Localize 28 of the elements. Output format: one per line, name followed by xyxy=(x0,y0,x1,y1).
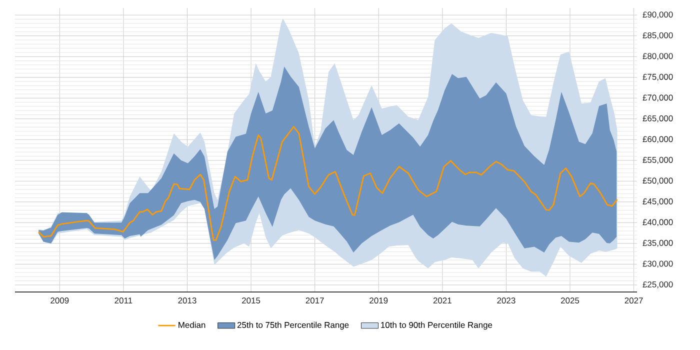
x-tick-label: 2011 xyxy=(114,298,132,304)
y-tick-label: £60,000 xyxy=(642,136,673,144)
y-tick-label: £75,000 xyxy=(642,74,673,81)
x-tick-label: 2013 xyxy=(178,298,196,304)
y-tick-label: £90,000 xyxy=(642,12,673,19)
y-tick-label: £80,000 xyxy=(642,53,673,60)
x-tick-label: 2023 xyxy=(497,298,516,304)
y-tick-label: £40,000 xyxy=(642,219,673,226)
y-tick-label: £65,000 xyxy=(642,115,673,122)
y-tick-label: £85,000 xyxy=(642,32,673,40)
y-tick-label: £70,000 xyxy=(642,94,673,102)
legend-label: Median xyxy=(178,322,206,328)
x-tick-label: 2017 xyxy=(306,298,324,304)
x-tick-label: 2009 xyxy=(50,298,69,304)
line-series xyxy=(38,126,618,241)
x-tick-label: 2027 xyxy=(624,298,643,304)
y-tick-label: £50,000 xyxy=(642,178,673,185)
legend-label: 25th to 75th Percentile Range xyxy=(237,322,349,330)
y-tick-label: £45,000 xyxy=(642,198,673,206)
y-tick-label: £35,000 xyxy=(642,240,673,247)
y-tick-label: £55,000 xyxy=(642,156,673,164)
x-tick-label: 2021 xyxy=(433,298,452,304)
y-tick-label: £25,000 xyxy=(642,281,673,288)
y-tick-label: £30,000 xyxy=(642,260,673,268)
legend-label: 10th to 90th Percentile Range xyxy=(381,322,492,330)
x-tick-label: 2019 xyxy=(370,298,388,304)
x-tick-label: 2025 xyxy=(561,298,580,304)
x-tick-label: 2015 xyxy=(242,298,260,304)
